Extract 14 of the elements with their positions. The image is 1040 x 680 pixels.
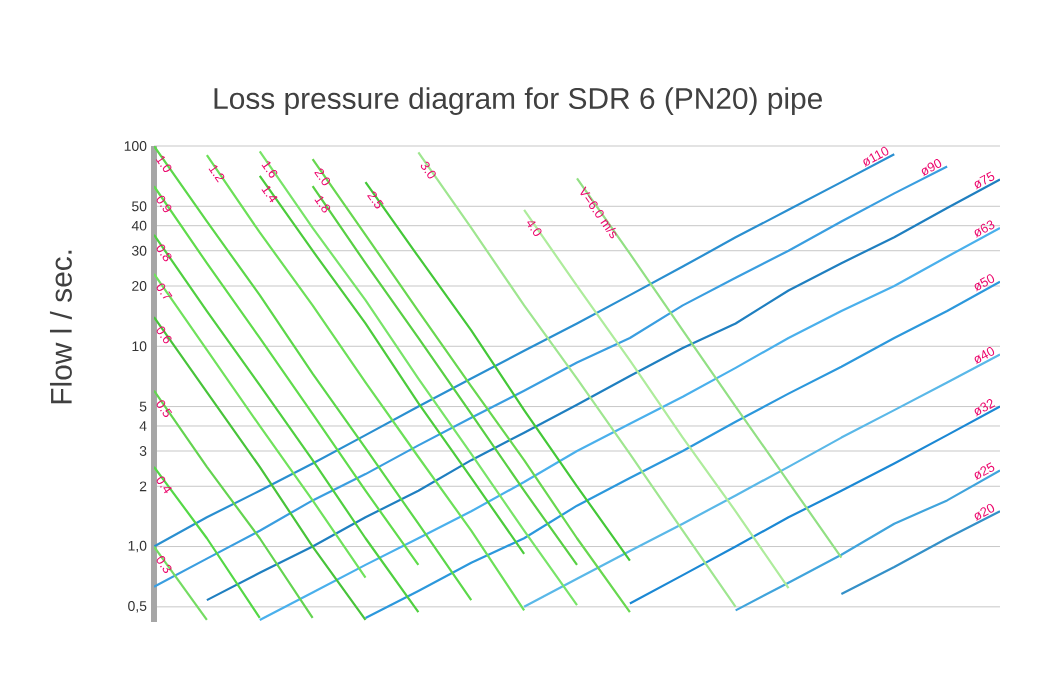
line-series: [364, 181, 631, 562]
y-axis-title: Flow l / sec.: [49, 250, 72, 404]
line-series: [154, 315, 367, 622]
line-series: [154, 146, 473, 602]
line-series: [311, 158, 631, 614]
line-series: [258, 150, 579, 607]
line-series: [205, 154, 526, 612]
line-series: [311, 185, 579, 566]
chart-title: Loss pressure diagram for SDR 6 (PN20) pipe: [214, 87, 822, 115]
line-series: [154, 233, 420, 614]
line-series: [154, 272, 367, 579]
line-series: [417, 151, 737, 608]
line-series: [154, 389, 314, 620]
line-series: [575, 177, 843, 559]
